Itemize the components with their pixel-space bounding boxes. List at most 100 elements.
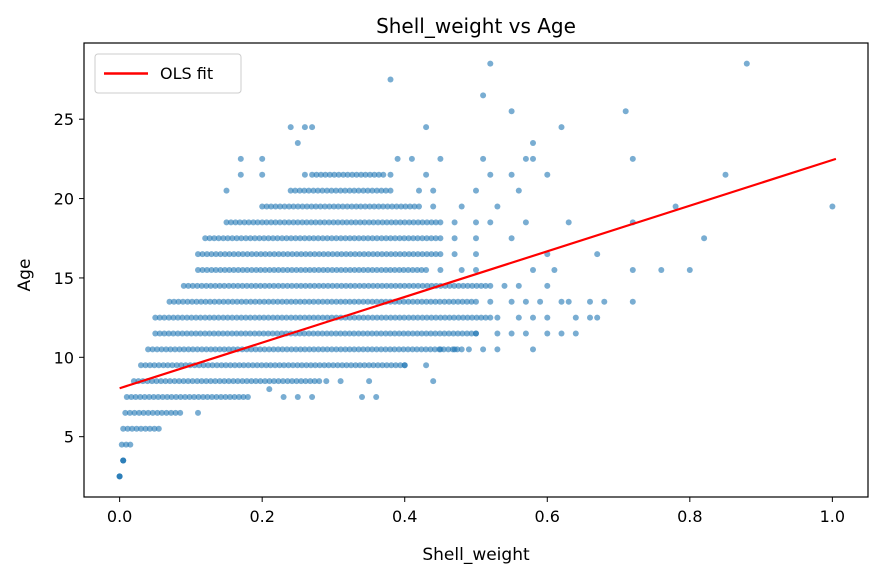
- data-point: [268, 203, 275, 210]
- data-point: [231, 394, 238, 400]
- data-point: [297, 346, 304, 353]
- data-point: [431, 346, 438, 353]
- data-point: [301, 346, 308, 353]
- data-point: [356, 282, 363, 289]
- data-point: [235, 267, 242, 273]
- data-point: [162, 378, 169, 385]
- data-point: [223, 187, 230, 194]
- data-point: [272, 362, 279, 369]
- data-point: [158, 346, 165, 353]
- data-point: [279, 346, 286, 353]
- data-point: [303, 219, 310, 226]
- data-point: [216, 378, 223, 385]
- data-point: [328, 298, 335, 305]
- data-point: [212, 346, 219, 353]
- data-point: [274, 330, 281, 337]
- data-point: [437, 155, 444, 162]
- data-point: [383, 251, 390, 258]
- data-point: [127, 441, 134, 448]
- data-point: [351, 346, 358, 353]
- data-point: [364, 330, 371, 337]
- data-point: [423, 362, 430, 369]
- data-point: [360, 314, 367, 321]
- data-point: [161, 314, 168, 321]
- data-point: [307, 378, 314, 385]
- data-point: [373, 394, 380, 400]
- data-point: [288, 267, 295, 273]
- data-point: [183, 330, 190, 337]
- data-point: [177, 394, 184, 400]
- data-point: [379, 282, 386, 289]
- data-point: [428, 314, 435, 321]
- data-point: [200, 394, 207, 400]
- data-point: [170, 330, 177, 337]
- data-point: [307, 282, 313, 289]
- data-point: [353, 171, 360, 178]
- data-point: [198, 346, 205, 353]
- data-point: [378, 314, 385, 321]
- data-point: [427, 346, 434, 353]
- data-point: [401, 314, 408, 321]
- data-point: [396, 330, 403, 337]
- data-point: [203, 282, 210, 289]
- data-point: [587, 298, 593, 305]
- data-point: [338, 267, 345, 273]
- data-point: [342, 267, 349, 273]
- data-point: [323, 378, 330, 385]
- data-point: [158, 378, 164, 385]
- data-point: [254, 219, 261, 226]
- data-point: [236, 394, 242, 400]
- data-point: [240, 362, 247, 369]
- y-tick-label: 15: [54, 269, 74, 288]
- data-point: [316, 378, 323, 385]
- data-point: [224, 330, 231, 337]
- data-point: [454, 330, 461, 337]
- data-point: [175, 298, 182, 305]
- data-point: [320, 251, 327, 258]
- data-point: [473, 235, 479, 242]
- data-point: [136, 409, 143, 416]
- data-point: [473, 314, 480, 321]
- data-point: [319, 187, 326, 194]
- data-point: [267, 362, 274, 369]
- data-point: [225, 282, 232, 289]
- data-point: [145, 346, 152, 353]
- data-point: [423, 298, 430, 305]
- data-point: [364, 346, 371, 353]
- data-point: [353, 203, 360, 210]
- data-point: [149, 409, 156, 416]
- data-point: [212, 282, 219, 289]
- data-point: [281, 362, 287, 369]
- data-point: [146, 425, 153, 432]
- data-point: [149, 346, 156, 353]
- data-point: [366, 219, 373, 226]
- data-point: [419, 235, 426, 242]
- data-point: [401, 362, 408, 369]
- data-point: [320, 282, 327, 289]
- data-point: [392, 314, 399, 321]
- data-point: [361, 251, 368, 258]
- x-tick-label: 0.0: [107, 507, 132, 526]
- data-point: [383, 314, 390, 321]
- data-point: [247, 235, 254, 242]
- data-point: [301, 298, 308, 305]
- data-point: [387, 235, 394, 242]
- data-point: [355, 346, 362, 353]
- data-point: [364, 187, 371, 194]
- data-point: [428, 219, 435, 226]
- data-point: [396, 314, 403, 321]
- data-point: [266, 378, 273, 385]
- data-point: [397, 219, 404, 226]
- data-point: [629, 267, 636, 273]
- data-point: [375, 203, 382, 210]
- data-point: [459, 298, 466, 305]
- data-point: [207, 378, 214, 385]
- data-point: [414, 267, 421, 273]
- data-point: [468, 330, 475, 337]
- data-point: [458, 267, 465, 273]
- data-point: [182, 394, 189, 400]
- data-point: [226, 267, 233, 273]
- data-point: [188, 314, 195, 321]
- data-point: [205, 362, 212, 369]
- data-point: [347, 282, 354, 289]
